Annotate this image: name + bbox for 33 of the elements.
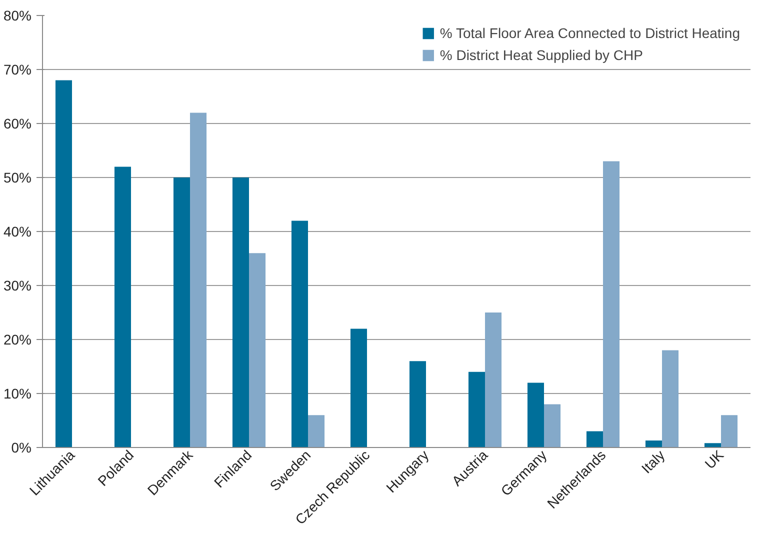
bar: [603, 161, 620, 448]
bar: [527, 382, 544, 448]
y-tick-label: 40%: [3, 224, 32, 240]
x-tick-label: UK: [702, 446, 728, 472]
y-tick-label: 80%: [3, 8, 32, 24]
y-tick-label: 0%: [11, 440, 32, 456]
bar: [308, 415, 325, 448]
y-tick-label: 50%: [3, 170, 32, 186]
bar: [55, 80, 72, 448]
bar: [249, 253, 266, 448]
y-tick-label: 10%: [3, 386, 32, 402]
y-tick-label: 60%: [3, 116, 32, 132]
bar: [173, 178, 190, 448]
legend-label: % District Heat Supplied by CHP: [440, 47, 643, 63]
x-tick-label: Italy: [638, 446, 668, 476]
bar: [114, 166, 131, 448]
bar: [662, 350, 679, 448]
bar: [232, 178, 249, 448]
bar: [190, 112, 207, 448]
bar: [350, 328, 367, 448]
bar: [704, 443, 721, 448]
bar: [468, 372, 485, 448]
y-tick-label: 20%: [3, 332, 32, 348]
bar: [721, 415, 738, 448]
bar: [291, 220, 308, 448]
y-tick-label: 30%: [3, 278, 32, 294]
bar: [586, 431, 603, 448]
bar: [485, 312, 502, 448]
y-tick-label: 70%: [3, 62, 32, 78]
bar: [645, 440, 662, 448]
bar: [409, 361, 426, 448]
bar: [544, 404, 561, 448]
legend-label: % Total Floor Area Connected to District Heating: [440, 25, 740, 41]
